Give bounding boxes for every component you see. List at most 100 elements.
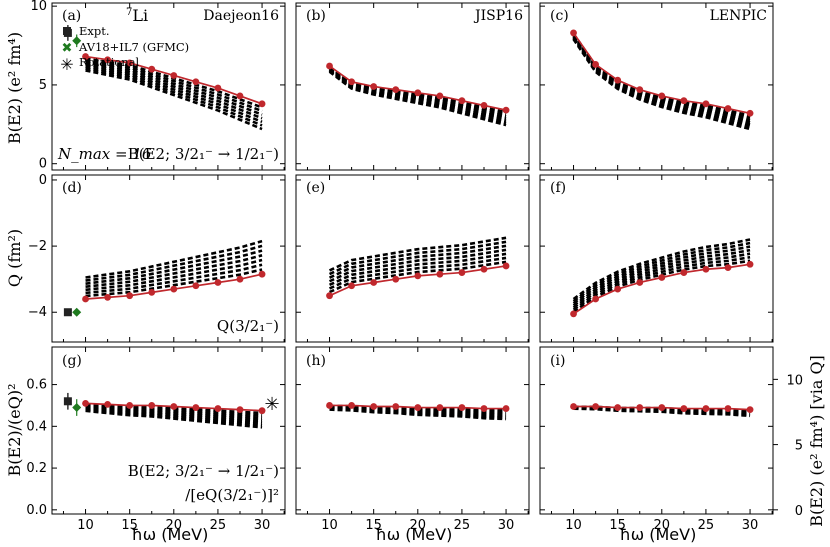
x-tick-label: 25 — [698, 518, 715, 533]
nmax16-point — [746, 406, 754, 414]
nmax16-point — [348, 78, 356, 86]
xlabel-col1: ħω (MeV) — [132, 525, 209, 544]
nmax16-point — [502, 262, 510, 270]
truncation-curve — [328, 236, 507, 272]
nmax16-point — [592, 61, 600, 68]
text-layer: (a) (b) (c) (d) (e) (f) (g) (h) (i) 7Li … — [5, 6, 826, 544]
truncation-curve — [572, 255, 751, 311]
nmax16-point — [436, 92, 444, 100]
nmax16-point — [614, 76, 622, 84]
legend-expt-label: Expt. — [79, 24, 110, 38]
ylabel-be2: B(E2) (e² fm⁴) — [5, 32, 24, 144]
nmax16-point — [126, 292, 134, 300]
nmax16-point — [414, 404, 422, 411]
y-tick-label: 5 — [39, 78, 47, 93]
panel-b — [326, 62, 510, 127]
legend-gfmc-marker: ✖ — [62, 41, 73, 56]
be2-annotation: B(E2; 3/2₁⁻ → 1/2₁⁻) — [128, 145, 279, 163]
truncation-curve — [329, 256, 507, 290]
nmax16-point — [592, 403, 600, 410]
q-annotation: Q(3/2₁⁻) — [217, 317, 279, 335]
truncation-curve — [328, 248, 507, 283]
truncation-curve — [572, 248, 751, 307]
xlabel-col2: ħω (MeV) — [376, 525, 453, 544]
nmax16-point — [126, 402, 134, 409]
nmax16-point — [148, 402, 156, 409]
nmax16-point — [348, 282, 356, 290]
truncation-curve — [328, 70, 507, 127]
y-tick-label: 0.0 — [26, 503, 47, 518]
x-tick-label: 20 — [410, 518, 427, 533]
nmax16-point — [414, 272, 422, 280]
truncation-curve — [329, 260, 507, 294]
truncation-curve — [572, 241, 751, 303]
x-tick-label: 20 — [166, 518, 183, 533]
panel-d — [63, 239, 266, 317]
panel-plot-area — [570, 238, 754, 318]
panel-label-h: (h) — [306, 353, 326, 369]
truncation-curve — [328, 252, 507, 287]
truncation-curve — [328, 65, 507, 114]
nmax16-point — [746, 109, 754, 117]
nmax16-point — [192, 78, 200, 86]
truncation-curve — [85, 404, 263, 417]
x-tick-label: 10 — [321, 518, 338, 533]
frame-layer: 0 5 10 0 −2 −4 10 15 20 25 30 0.0 0.2 0.4 0.6 10 15 20 25 3… — [26, 0, 803, 533]
truncation-curve — [85, 249, 263, 285]
nmax16-point — [702, 405, 710, 412]
truncation-curve — [572, 238, 751, 301]
nmax16-point — [370, 403, 378, 410]
nmax16-point — [746, 260, 754, 268]
y-tick-label: 0.4 — [26, 419, 47, 434]
ratio-annotation-line1: B(E2; 3/2₁⁻ → 1/2₁⁻) — [128, 462, 279, 480]
truncation-curve — [572, 252, 751, 309]
nmax16-point — [636, 404, 644, 411]
nmax16-point — [170, 285, 178, 293]
nmax16-point — [258, 270, 266, 278]
nmax16-point — [414, 89, 422, 97]
x-tick-label: 15 — [609, 518, 626, 533]
nmax16-point — [326, 402, 333, 409]
nmax16-point — [82, 399, 89, 407]
interaction-lenpic: LENPIC — [710, 8, 767, 24]
nmax16-point — [702, 265, 710, 273]
nmax16-point — [436, 270, 444, 278]
legend-rotational-marker: ✳ — [60, 55, 73, 74]
panel-plot-area — [82, 53, 266, 131]
truncation-curve — [85, 408, 263, 427]
nmax16-point — [724, 105, 732, 112]
panel-frame — [51, 2, 286, 171]
panel-f — [570, 238, 754, 318]
truncation-curve — [572, 35, 751, 124]
truncation-curve — [85, 67, 263, 127]
nmax16-point — [170, 72, 178, 79]
nmax16-point — [370, 83, 378, 90]
panel-g — [63, 392, 266, 429]
y-tick-label: 0 — [39, 157, 47, 172]
x-tick-label: 15 — [365, 518, 382, 533]
panel-label-f: (f) — [550, 180, 566, 196]
y-tick-label: −4 — [28, 305, 47, 320]
panel-plot-area — [570, 29, 754, 131]
x-tick-label: 10 — [77, 518, 94, 533]
panel-frame — [51, 346, 286, 515]
nmax16-point — [680, 269, 688, 276]
panel-e — [326, 236, 510, 300]
y-tick-label: 0 — [39, 173, 47, 188]
nmax16-point — [104, 293, 112, 301]
nmax16-point — [570, 403, 577, 410]
truncation-curve — [85, 65, 263, 124]
panel-frame — [539, 346, 774, 515]
truncation-curve — [85, 405, 263, 420]
nmax16-point — [214, 279, 222, 286]
truncation-curve — [328, 69, 507, 125]
x-tick-label: 25 — [454, 518, 471, 533]
nmax16-point — [502, 106, 510, 114]
truncation-curve — [85, 59, 263, 113]
nmax16-point — [148, 288, 156, 296]
interaction-jisp16: JISP16 — [473, 8, 523, 24]
nmax16-point — [480, 102, 488, 109]
nmax16-point — [170, 403, 178, 410]
legend-expt-marker — [63, 27, 71, 35]
